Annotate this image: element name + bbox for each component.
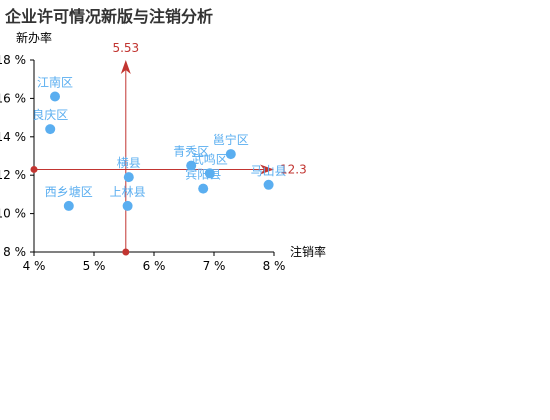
scatter-point[interactable] (198, 183, 209, 194)
point-label: 良庆区 (32, 107, 68, 122)
y-tick-label: 8 % (3, 245, 26, 259)
scatter-point[interactable] (63, 200, 74, 211)
scatter-point[interactable] (123, 172, 134, 183)
y-tick-label: 12 % (0, 168, 26, 182)
point-label: 马山县 (251, 164, 287, 178)
point-label: 江南区 (37, 74, 73, 89)
axes-layer: 8 % 10 % 12 % 14 % 16 % 18 % 4 % 5 % 6 % 7 % 8 % 新办… (0, 30, 326, 273)
y-axis-label: 新办率 (16, 30, 52, 45)
point-label: 上林县 (110, 185, 146, 199)
point-label: 武鸣区 (192, 151, 228, 166)
chart-title: 企业许可情况新版与注销分析 (5, 7, 214, 26)
point-label: 青秀区 (173, 145, 209, 159)
markline-x-start (122, 248, 130, 256)
y-tick-label: 16 % (0, 91, 26, 105)
x-tick-label: 8 % (263, 259, 286, 273)
point-label: 邕宁区 (213, 132, 249, 147)
scatter-point[interactable] (186, 160, 197, 171)
x-axis-label: 注销率 (290, 244, 326, 259)
point-label: 横县 (117, 156, 141, 170)
point-label: 宾阳县 (185, 167, 221, 182)
scatter-point[interactable] (50, 91, 60, 102)
y-tick-label: 18 % (0, 53, 26, 67)
x-tick-label: 5 % (83, 259, 106, 273)
x-tick-label: 4 % (23, 259, 46, 273)
markline-x-label: 5.53 (112, 41, 139, 55)
point-label: 西乡塘区 (45, 184, 93, 199)
x-tick-label: 7 % (203, 259, 226, 273)
y-tick-label: 10 % (0, 207, 26, 221)
scatter-point[interactable] (225, 149, 236, 160)
markline-y-start (30, 165, 38, 173)
markline-x-arrow (120, 60, 131, 74)
scatter-point[interactable] (45, 124, 56, 135)
x-tick-label: 6 % (143, 259, 166, 273)
scatter-point[interactable] (204, 168, 215, 179)
scatter-point[interactable] (263, 179, 274, 190)
markline-y-arrow (260, 164, 274, 175)
y-tick-label: 14 % (0, 130, 26, 144)
markline-y-label: 12.3 (280, 162, 307, 176)
scatter-point[interactable] (122, 200, 133, 211)
